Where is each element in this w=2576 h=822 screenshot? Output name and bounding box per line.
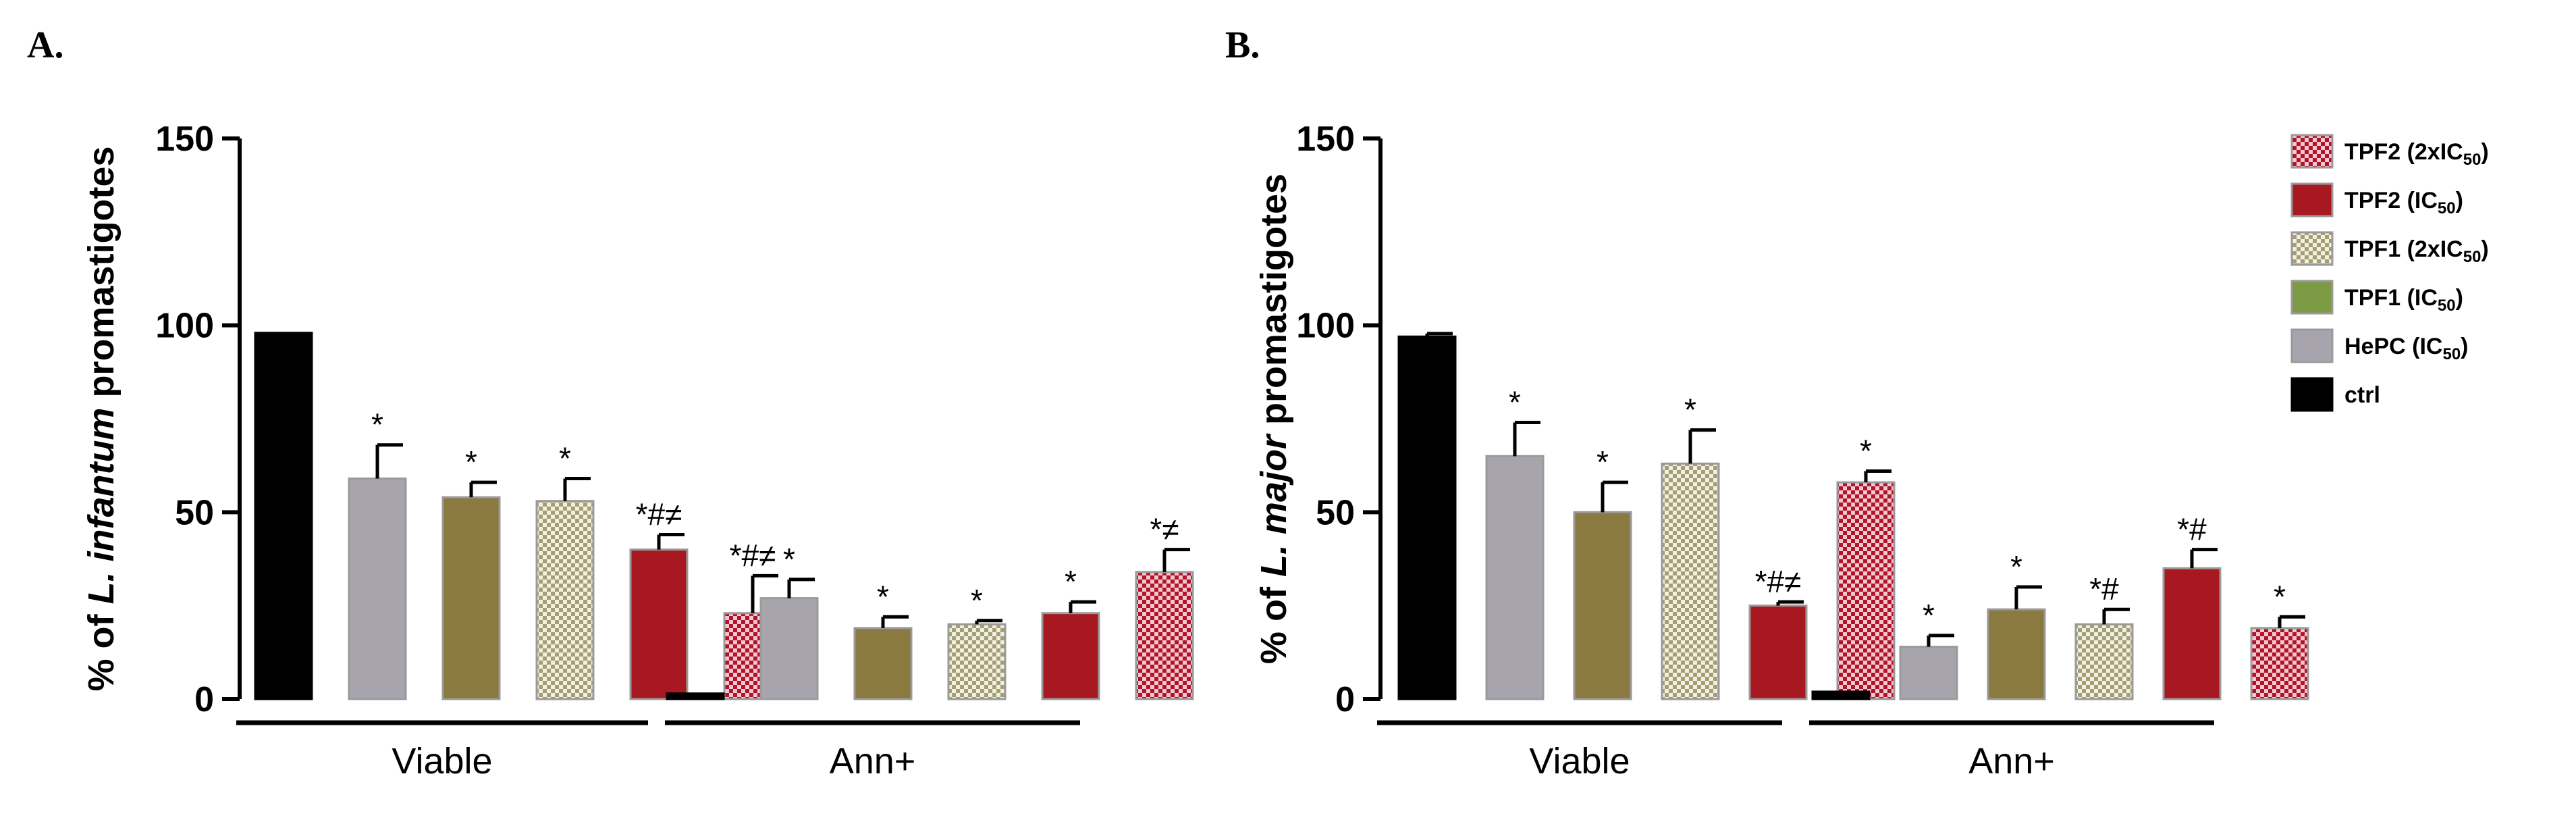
bar-viable-tpf1-2xic50 — [535, 500, 595, 700]
bar-ann-ctrl — [1811, 690, 1871, 700]
bar-ann-tpf2-ic50 — [2162, 567, 2222, 700]
group-label-ann: Ann+ — [1968, 741, 2055, 781]
legend-label-subscript: 50 — [2438, 297, 2456, 315]
significance-label: *#≠ — [1755, 564, 1802, 599]
legend-label-base: ctrl — [2344, 382, 2380, 408]
significance-label: *# — [2089, 571, 2119, 607]
bar-ann-hepc-ic50 — [759, 597, 819, 700]
y-axis-title: % of L. major promastigotes — [1254, 174, 1294, 664]
y-axis-title-species: L. infantum — [81, 408, 122, 605]
significance-label: * — [971, 583, 983, 618]
legend-label-base: TPF1 (2xIC — [2344, 236, 2463, 262]
significance-label: * — [559, 441, 571, 476]
y-axis-title-suffix: promastigotes — [1254, 174, 1294, 435]
y-tick-label: 50 — [1316, 493, 1355, 532]
y-axis-title-prefix: % of — [1254, 577, 1294, 664]
group-label-ann: Ann+ — [830, 741, 916, 781]
y-tick-label: 0 — [194, 680, 214, 719]
significance-label: * — [783, 542, 795, 577]
legend-swatch-hepc-ic50 — [2290, 328, 2334, 363]
bar-viable-tpf1-ic50 — [441, 496, 501, 700]
significance-label: * — [1596, 444, 1609, 480]
significance-label: * — [371, 407, 383, 442]
legend-label-base: TPF1 (IC — [2344, 285, 2438, 311]
legend-swatch-tpf1-ic50 — [2290, 280, 2334, 315]
legend-label-ctrl: ctrl — [2344, 382, 2380, 408]
panel-letter: B. — [1225, 24, 1260, 66]
legend-label-subscript: 50 — [2438, 199, 2456, 217]
legend-swatch-tpf2-2xic50 — [2290, 134, 2334, 169]
bar-ann-tpf2-2xic50 — [2250, 627, 2309, 700]
legend-label-end: ) — [2481, 139, 2488, 165]
y-axis-title: % of L. infantum promastigotes — [81, 146, 122, 691]
significance-label: * — [2274, 579, 2286, 614]
legend-label-end: ) — [2456, 188, 2463, 213]
legend-label-tpf2-2xic50: TPF2 (2xIC50) — [2344, 139, 2489, 169]
legend-label-tpf1-2xic50: TPF1 (2xIC50) — [2344, 236, 2489, 266]
bar-viable-tpf2-ic50 — [629, 548, 689, 700]
significance-label: * — [2010, 549, 2022, 584]
y-tick-label: 150 — [155, 120, 214, 159]
bar-viable-hepc-ic50 — [1485, 455, 1545, 700]
legend-label-base: TPF2 (IC — [2344, 188, 2438, 213]
group-label-viable: Viable — [392, 741, 492, 781]
y-tick-label: 100 — [155, 307, 214, 346]
legend-swatch-tpf1-2xic50 — [2290, 231, 2334, 266]
y-axis-title-prefix: % of — [81, 605, 122, 692]
legend-label-subscript: 50 — [2442, 345, 2461, 363]
bar-ann-hepc-ic50 — [1899, 646, 1958, 700]
legend-label-tpf2-ic50: TPF2 (IC50) — [2344, 188, 2463, 217]
y-tick-label: 50 — [175, 493, 214, 532]
bar-ann-tpf1-2xic50 — [947, 623, 1007, 700]
y-axis-title-suffix: promastigotes — [81, 146, 122, 407]
bar-viable-tpf1-2xic50 — [1661, 462, 1720, 700]
legend-swatch-tpf2-ic50 — [2290, 182, 2334, 217]
bar-viable-tpf2-2xic50 — [1836, 481, 1896, 700]
legend-label-subscript: 50 — [2463, 248, 2481, 266]
significance-label: * — [465, 444, 477, 480]
significance-label: * — [1860, 433, 1872, 468]
y-axis-title-species: L. major — [1254, 433, 1294, 577]
legend-label-end: ) — [2481, 236, 2488, 262]
legend-label-end: ) — [2456, 285, 2463, 311]
panel-letter: A. — [27, 24, 63, 66]
significance-label: *# — [2177, 512, 2207, 547]
bar-viable-tpf1-ic50 — [1573, 511, 1632, 700]
bar-viable-ctrl — [254, 332, 313, 700]
legend: TPF2 (2xIC50)TPF2 (IC50)TPF1 (2xIC50)TPF… — [2290, 134, 2489, 412]
y-tick-label: 0 — [1335, 680, 1355, 719]
panel-a: A. % of L. infantum promastigotes 0 50 100 15… — [27, 24, 1194, 781]
significance-label: * — [1509, 385, 1521, 420]
y-tick-label: 150 — [1296, 120, 1355, 159]
significance-label: *≠ — [1150, 512, 1179, 547]
legend-swatch-ctrl — [2290, 377, 2334, 412]
bar-ann-tpf2-ic50 — [1041, 612, 1100, 700]
bar-viable-tpf2-ic50 — [1748, 605, 1808, 700]
legend-label-tpf1-ic50: TPF1 (IC50) — [2344, 285, 2463, 315]
bar-ann-ctrl — [666, 692, 725, 700]
legend-label-end: ) — [2461, 334, 2468, 359]
significance-label: * — [1684, 392, 1696, 428]
significance-label: * — [877, 579, 889, 614]
legend-label-hepc-ic50: HePC (IC50) — [2344, 334, 2469, 363]
significance-label: * — [1065, 564, 1077, 599]
bar-ann-tpf1-ic50 — [853, 627, 913, 700]
y-tick-label: 100 — [1296, 307, 1355, 346]
panel-b: B. % of L. major promastigotes 0 50 100 150 * *… — [1225, 24, 2309, 781]
significance-label: *#≠ — [730, 538, 776, 573]
bar-ann-tpf2-2xic50 — [1135, 571, 1194, 700]
legend-label-base: TPF2 (2xIC — [2344, 139, 2463, 165]
bar-ann-tpf1-ic50 — [1987, 608, 2046, 700]
significance-label: *#≠ — [636, 497, 682, 532]
bar-viable-ctrl — [1397, 335, 1457, 700]
significance-label: * — [1923, 598, 1935, 633]
group-label-viable: Viable — [1529, 741, 1630, 781]
bar-ann-tpf1-2xic50 — [2074, 623, 2134, 700]
bar-viable-hepc-ic50 — [348, 478, 407, 700]
legend-label-base: HePC (IC — [2344, 334, 2442, 359]
legend-label-subscript: 50 — [2463, 151, 2481, 169]
